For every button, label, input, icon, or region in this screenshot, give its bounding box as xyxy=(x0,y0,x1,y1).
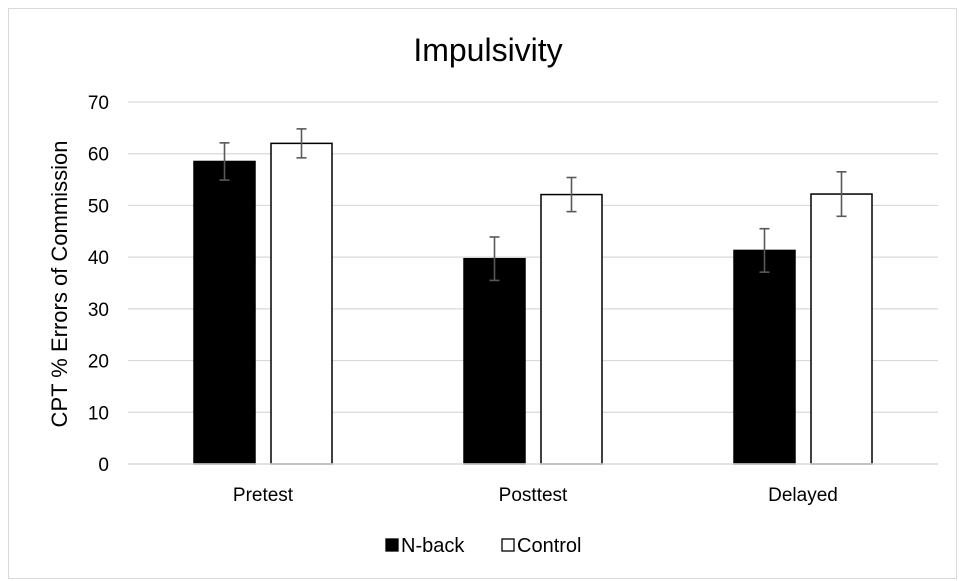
bar-n-back xyxy=(193,160,256,465)
y-tick-label: 0 xyxy=(98,455,109,476)
bar-control xyxy=(270,142,333,465)
y-tick-labels: 0 10 20 30 40 50 60 70 xyxy=(88,93,109,476)
bar-n-back xyxy=(733,249,796,465)
y-axis-label: CPT % Errors of Commission xyxy=(47,141,72,428)
chart-title: Impulsivity xyxy=(413,32,562,68)
y-tick-label: 40 xyxy=(88,248,109,269)
y-tick-label: 50 xyxy=(88,196,109,217)
x-tick-labels: Pretest Posttest Delayed xyxy=(233,485,838,506)
error-bars xyxy=(219,128,847,282)
x-tick-label: Posttest xyxy=(499,485,568,506)
bar-control xyxy=(810,193,873,465)
y-tick-label: 30 xyxy=(88,300,109,321)
legend-label-control: Control xyxy=(517,535,581,557)
x-tick-label: Pretest xyxy=(233,485,294,506)
bar-control xyxy=(540,193,603,465)
gridlines xyxy=(128,101,938,413)
x-tick-label: Delayed xyxy=(768,485,838,506)
y-tick-label: 20 xyxy=(88,352,109,373)
legend-label-n-back: N-back xyxy=(401,535,465,557)
y-tick-label: 60 xyxy=(88,145,109,166)
y-tick-label: 10 xyxy=(88,403,109,424)
y-tick-label: 70 xyxy=(88,93,109,114)
bars xyxy=(193,142,873,465)
legend-swatch-control xyxy=(501,538,515,552)
legend-swatch-n-back xyxy=(385,538,399,552)
bar-n-back xyxy=(463,257,526,465)
legend: N-back Control xyxy=(385,535,581,557)
